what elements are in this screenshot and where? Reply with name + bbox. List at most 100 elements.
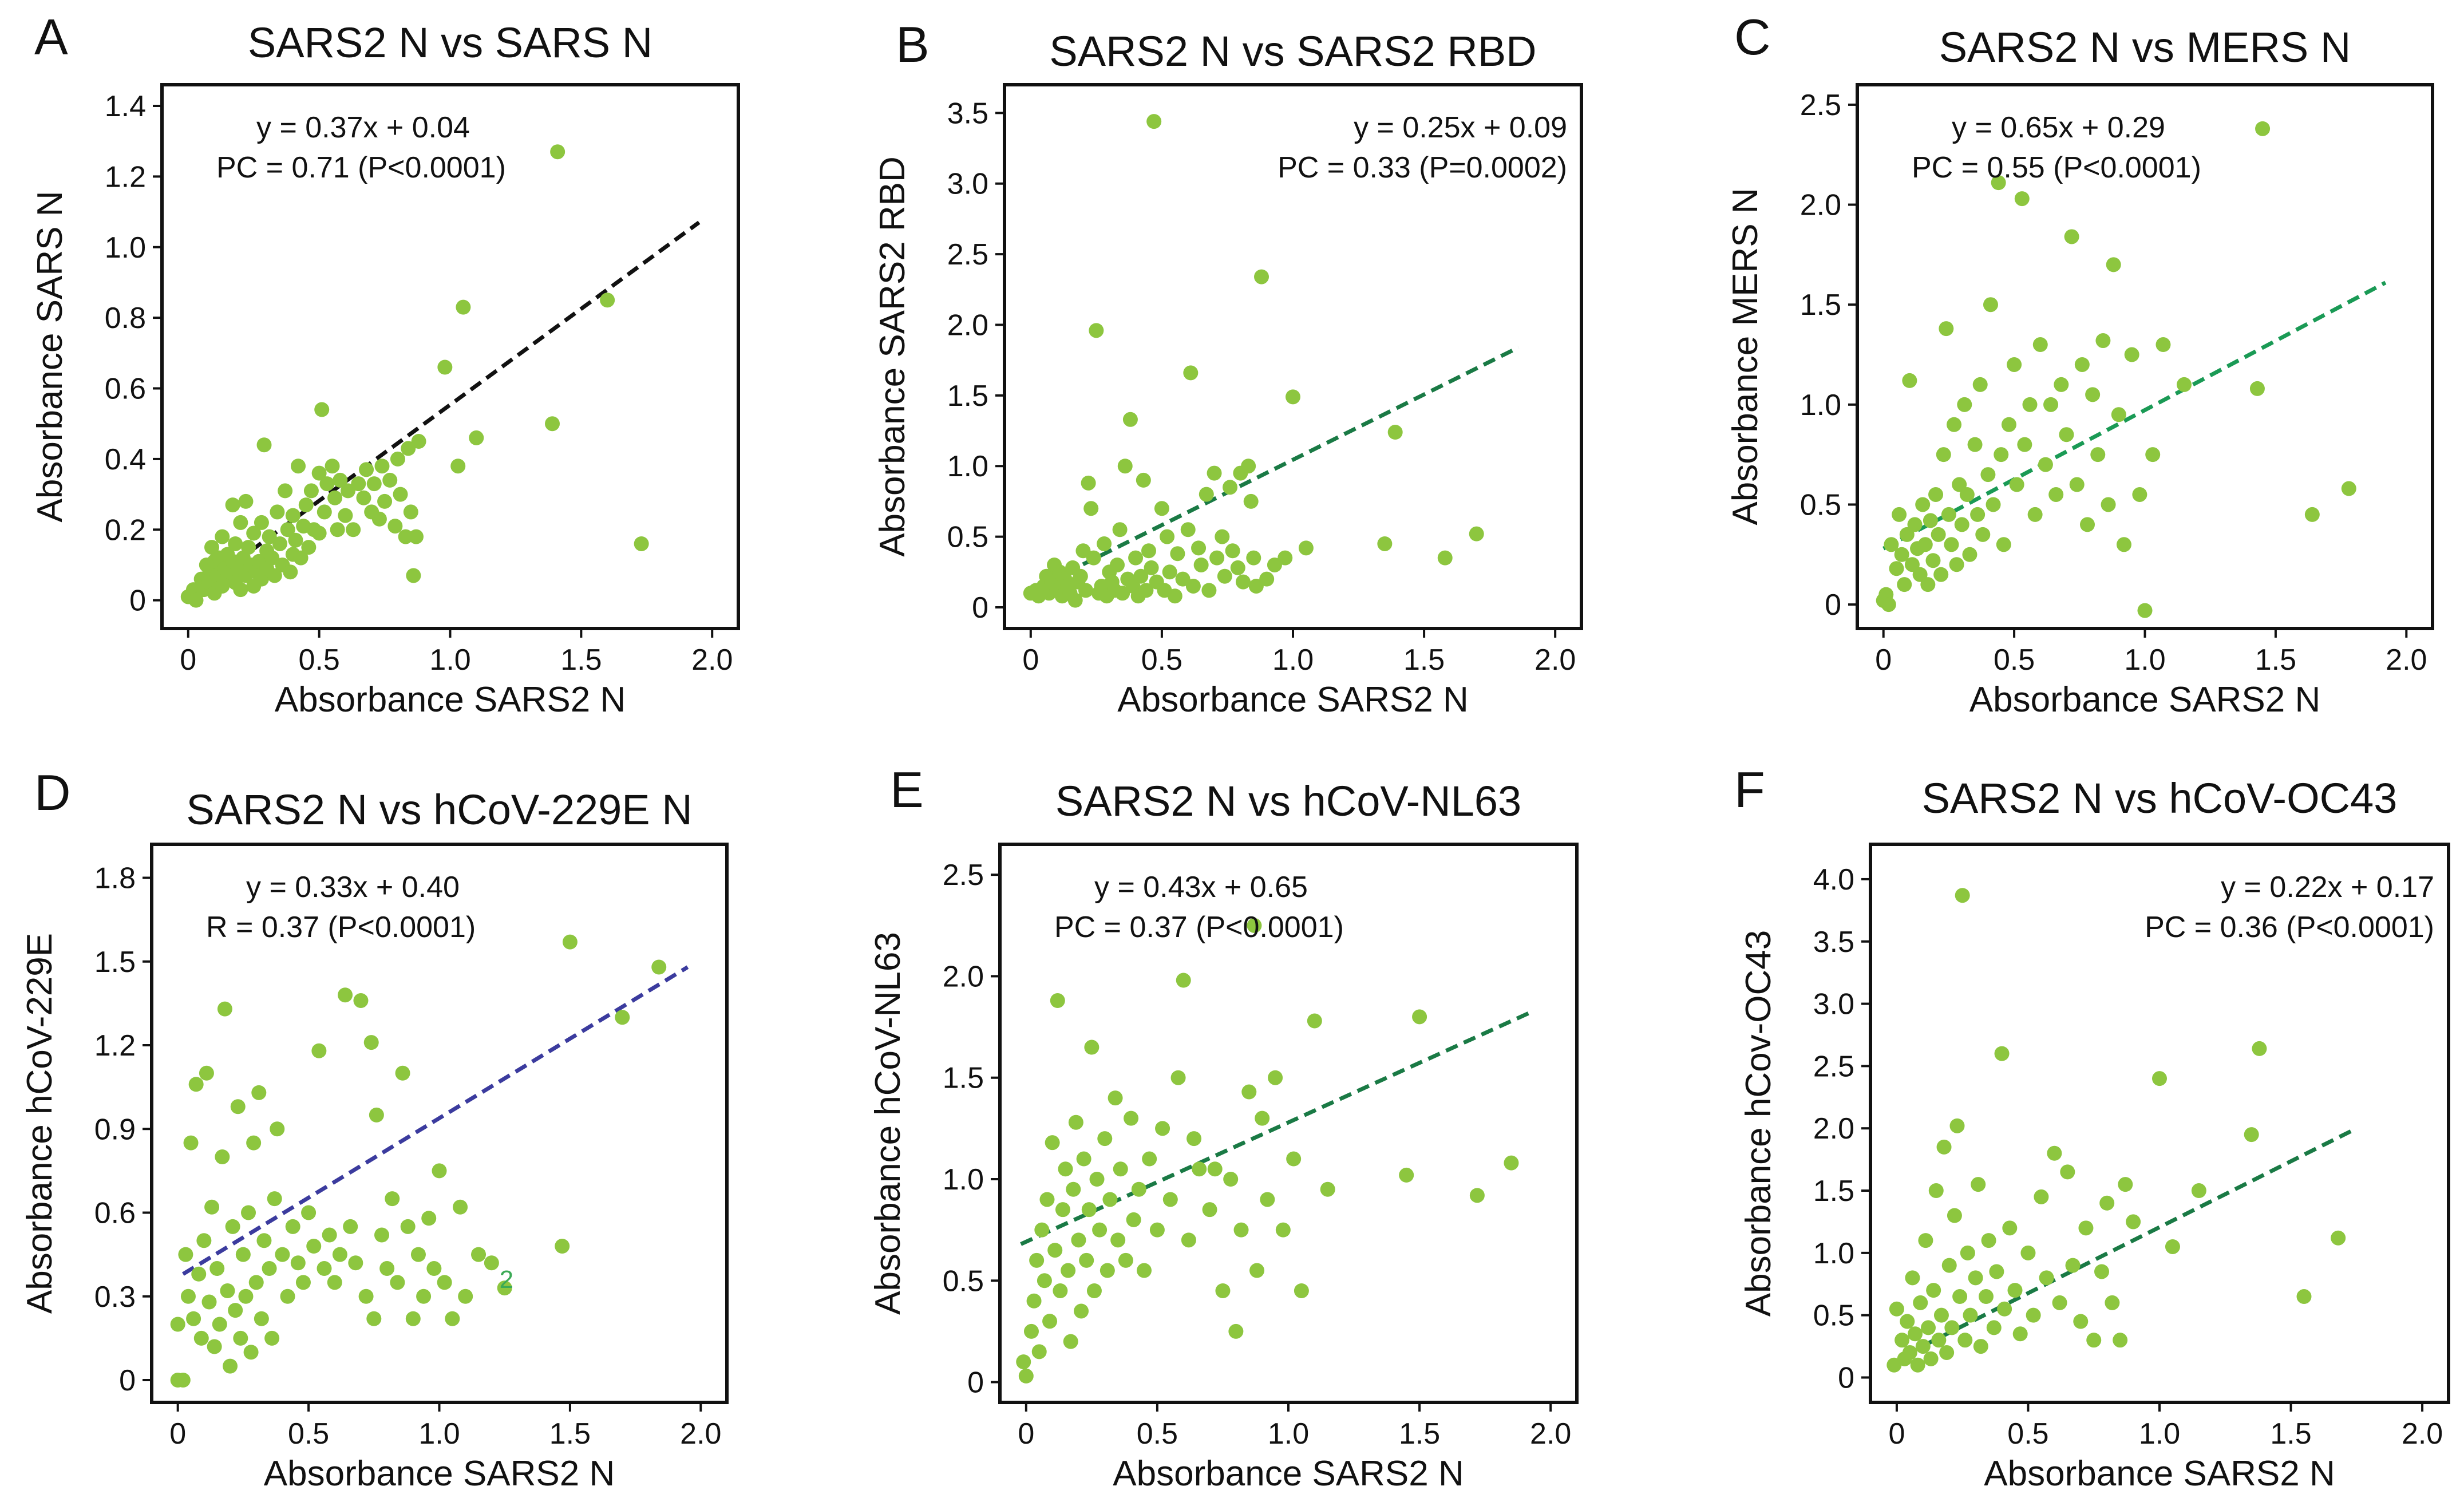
data-point xyxy=(1960,1245,1975,1260)
trend-line xyxy=(1020,1011,1530,1246)
regression-equation: y = 0.65x + 0.29 xyxy=(1952,111,2165,144)
data-point xyxy=(469,430,484,445)
regression-equation: y = 0.25x + 0.09 xyxy=(1354,111,1567,144)
data-point xyxy=(2124,347,2139,362)
plot-frame xyxy=(150,843,729,1404)
x-tick-label: 0.5 xyxy=(1994,643,2035,677)
data-point xyxy=(405,1311,421,1326)
x-tick-label: 0 xyxy=(169,1417,186,1450)
x-tick-label: 2.0 xyxy=(1530,1417,1571,1450)
data-point xyxy=(1895,1333,1910,1348)
data-point xyxy=(1078,583,1094,598)
y-axis-label: Absorbance SARS N xyxy=(30,191,70,523)
data-point xyxy=(403,504,418,520)
y-tick-label: 2.5 xyxy=(1813,1050,1854,1083)
y-tick-label: 1.0 xyxy=(1800,389,1841,422)
panel-f: F SARS2 N vs hCoV-OC43 0 0.5 1.0 1.5 2.0 0 0.5 1.… xyxy=(1734,761,2450,1493)
chart-title: SARS2 N vs SARS2 RBD xyxy=(1049,27,1536,75)
trend-line xyxy=(181,965,689,1276)
data-point xyxy=(1055,1202,1070,1218)
data-point xyxy=(1097,1131,1113,1147)
data-point xyxy=(246,525,262,541)
data-point xyxy=(2249,381,2265,396)
y-axis-label: Absorbance hCoV-NL63 xyxy=(868,932,908,1315)
data-point xyxy=(311,1043,327,1058)
data-point xyxy=(2126,1214,2141,1230)
data-point xyxy=(2059,427,2074,442)
y-tick-label: 0.9 xyxy=(94,1113,136,1146)
data-point xyxy=(2001,417,2016,432)
data-point xyxy=(1936,1139,1952,1155)
data-point xyxy=(275,1247,290,1262)
regression-equation: y = 0.37x + 0.04 xyxy=(256,111,470,144)
data-point xyxy=(311,465,327,481)
y-tick-label: 3.0 xyxy=(1813,988,1854,1021)
data-point xyxy=(1921,1320,1936,1335)
data-point xyxy=(1949,1118,1965,1133)
data-point xyxy=(1162,564,1177,580)
data-point xyxy=(1086,1283,1102,1298)
data-point xyxy=(1241,1084,1257,1100)
data-point xyxy=(1058,1161,1073,1177)
data-point xyxy=(1996,537,2011,552)
data-point xyxy=(1994,447,2009,463)
data-point xyxy=(453,1199,468,1215)
data-point xyxy=(1076,1151,1091,1167)
data-point xyxy=(2177,377,2192,392)
x-tick-label: 1.5 xyxy=(549,1417,591,1450)
panel-letter: F xyxy=(1734,761,1765,818)
data-point xyxy=(196,1233,212,1248)
data-point xyxy=(201,1294,217,1310)
data-point xyxy=(2043,397,2059,412)
data-point xyxy=(1118,1252,1133,1268)
x-tick-label: 2.0 xyxy=(2402,1417,2443,1450)
data-point xyxy=(1144,560,1159,575)
data-point xyxy=(251,1085,267,1100)
data-point xyxy=(445,1311,460,1326)
data-point xyxy=(390,1275,405,1290)
y-tick-label: 0 xyxy=(129,584,146,618)
data-point xyxy=(298,497,314,513)
panel-letter: E xyxy=(890,761,924,818)
data-point xyxy=(238,493,254,509)
data-point xyxy=(2032,337,2048,353)
data-point xyxy=(241,1205,256,1220)
data-point xyxy=(1074,1303,1089,1319)
data-point xyxy=(1275,1222,1291,1238)
data-point xyxy=(332,1247,347,1262)
x-tick-label: 0 xyxy=(1875,643,1892,677)
data-point xyxy=(314,402,330,417)
data-point xyxy=(1073,568,1088,584)
data-point xyxy=(1063,1334,1078,1349)
data-point xyxy=(1957,397,1972,412)
panel-e: E SARS2 N vs hCoV-NL63 0 0.5 1.0 1.5 2.0 0 0.5 1.… xyxy=(868,761,1579,1493)
plot-frame xyxy=(160,83,740,630)
data-point xyxy=(1947,417,1962,432)
data-point xyxy=(2027,507,2043,522)
data-point xyxy=(1504,1155,1519,1171)
data-point xyxy=(1023,1323,1039,1339)
y-tick-label: 1.5 xyxy=(947,380,988,413)
y-tick-label: 1.5 xyxy=(1800,288,1841,322)
y-tick-label: 4.0 xyxy=(1813,863,1854,896)
data-point xyxy=(215,1149,230,1164)
data-point xyxy=(1967,437,1983,452)
data-point xyxy=(175,1373,191,1388)
x-axis-label: Absorbance SARS2 N xyxy=(1117,680,1468,720)
data-point xyxy=(1920,577,1936,592)
data-point xyxy=(1933,1307,1949,1323)
data-point xyxy=(1286,1151,1302,1167)
y-tick-label: 0 xyxy=(967,1366,984,1400)
data-point xyxy=(246,1135,262,1151)
data-point xyxy=(2007,357,2022,372)
data-point xyxy=(228,536,243,551)
data-point xyxy=(379,1261,395,1276)
x-tick-label: 2.0 xyxy=(680,1417,721,1450)
data-point xyxy=(1412,1009,1427,1025)
data-point xyxy=(385,1191,400,1207)
data-point xyxy=(278,483,293,499)
y-tick-label: 1.2 xyxy=(105,160,146,193)
x-axis-label: Absorbance SARS2 N xyxy=(1969,680,2320,720)
data-point xyxy=(1083,501,1099,516)
data-point xyxy=(241,540,256,555)
